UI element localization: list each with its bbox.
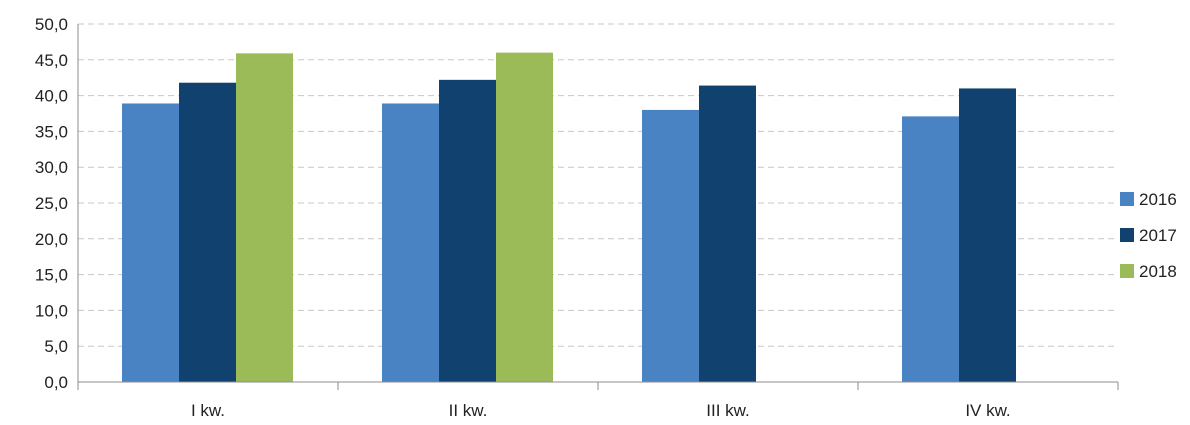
y-tick-label: 50,0 xyxy=(35,15,68,34)
bar-2016-3 xyxy=(642,109,699,383)
bar-2018-2 xyxy=(496,52,553,382)
y-tick-label: 15,0 xyxy=(35,266,68,285)
y-tick-label: 10,0 xyxy=(35,301,68,320)
legend-label-2016: 2016 xyxy=(1139,190,1177,209)
y-tick-labels: 0,0 5,0 10,0 15,0 20,0 25,0 30,0 35,0 40,0 45,0 50… xyxy=(35,15,68,392)
x-category-label: III kw. xyxy=(706,401,749,420)
legend-label-2017: 2017 xyxy=(1139,226,1177,245)
x-category-label: IV kw. xyxy=(965,401,1010,420)
legend-swatch-2018 xyxy=(1120,264,1134,278)
bar-2017-3 xyxy=(699,85,756,383)
y-tick-label: 30,0 xyxy=(35,158,68,177)
bar-2017-1 xyxy=(179,82,236,382)
bar-2017-2 xyxy=(439,79,496,383)
y-tick-label: 0,0 xyxy=(44,373,68,392)
legend: 2016 2017 2018 xyxy=(1120,190,1177,281)
legend-swatch-2016 xyxy=(1120,192,1134,206)
bar-2016-4 xyxy=(902,116,959,382)
y-tick-label: 40,0 xyxy=(35,87,68,106)
bars xyxy=(122,52,1016,383)
x-category-labels: I kw. II kw. III kw. IV kw. xyxy=(191,401,1011,420)
y-tick-label: 20,0 xyxy=(35,230,68,249)
y-tick-label: 35,0 xyxy=(35,122,68,141)
x-category-label: II kw. xyxy=(449,401,488,420)
bar-2017-4 xyxy=(959,88,1016,382)
bar-2018-1 xyxy=(236,53,293,383)
legend-label-2018: 2018 xyxy=(1139,262,1177,281)
axes xyxy=(77,24,1119,390)
bar-2016-1 xyxy=(122,103,179,382)
y-tick-label: 45,0 xyxy=(35,51,68,70)
y-tick-label: 5,0 xyxy=(44,337,68,356)
y-tick-label: 25,0 xyxy=(35,194,68,213)
bar-2016-2 xyxy=(382,103,439,382)
legend-swatch-2017 xyxy=(1120,228,1134,242)
x-category-label: I kw. xyxy=(191,401,225,420)
